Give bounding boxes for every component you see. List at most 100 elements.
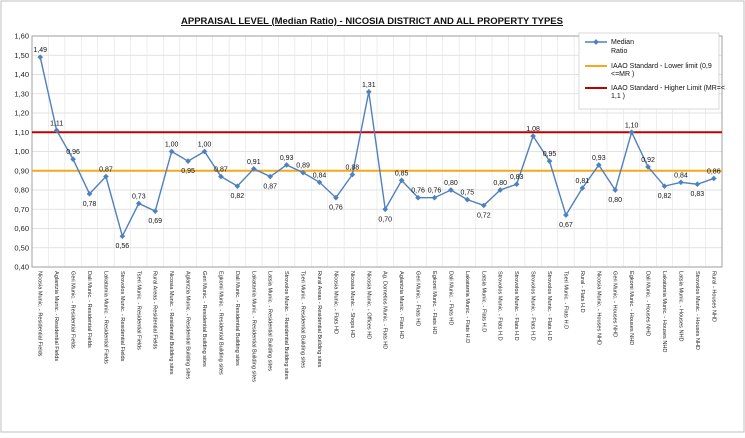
data-point [316, 179, 323, 186]
data-point [563, 212, 569, 218]
y-tick-label: 1,20 [14, 109, 29, 118]
data-label: 0,87 [263, 184, 277, 191]
x-tick-label: Lakatamia Munic. - Residential Fields [102, 271, 108, 364]
x-tick-label: Geri Munic. - Flats HD [415, 271, 421, 326]
data-point [661, 183, 668, 189]
data-point [168, 148, 175, 155]
data-point [678, 179, 684, 186]
x-tick-label: Strovolos Munic. - Flats H.D [497, 271, 503, 341]
data-label: 0,72 [477, 212, 491, 219]
x-tick-label: Strovolos Munic. - Flats H.D [513, 271, 519, 341]
x-tick-label: Lakatamia Munic. - Flats H.D [464, 271, 470, 343]
x-tick-label: Geri Munic. - Residential Building sites [201, 271, 207, 367]
series-line [39, 57, 715, 239]
data-point [119, 233, 126, 240]
data-point [333, 194, 339, 201]
x-tick-label: Dali Munic. - Residential Building sites [234, 271, 240, 366]
data-point [398, 177, 405, 184]
x-tick-label: Strovolos Munic. - Flats H.D [530, 271, 536, 341]
data-label: 0,86 [707, 168, 721, 175]
data-point [267, 173, 274, 180]
legend-label: <=MR ) [611, 71, 634, 78]
series-layer [37, 54, 717, 240]
data-label: 0,76 [411, 188, 425, 195]
data-point [86, 191, 93, 197]
legend-box [578, 32, 720, 110]
data-label: 0,88 [346, 165, 360, 172]
data-point [103, 173, 109, 180]
data-labels: 1,49 1,11 0,96 0,78 0,87 0,56 0,73 0,69 1,00 0,95… [33, 47, 720, 250]
x-tick-label: Rural Areas - Residential Fields [152, 271, 158, 350]
legend-label: IAAO Standard - Higher Limit (MR=< [611, 85, 725, 92]
x-tick-label: Aglantzia Munic. - Flats HD [398, 271, 404, 339]
x-tick-label: Dali Munic. - Flats HD [447, 271, 453, 325]
y-tick-label: 1,60 [14, 32, 29, 41]
data-label: 0,76 [329, 205, 343, 212]
data-label: 0,70 [378, 216, 392, 223]
x-tick-label: Lakatamia Munic. - Houses NHD [661, 271, 667, 352]
legend: Median Ratio IAAO Standard - Lower limit (… [578, 32, 725, 110]
legend-label: 1,1 ) [611, 93, 625, 100]
plot-area-border [31, 35, 723, 268]
data-point [283, 162, 290, 168]
data-point [349, 171, 356, 178]
data-label: 0,93 [592, 155, 606, 162]
x-tick-label: Geri Munic. - Residential Fields [70, 271, 76, 349]
x-tick-label: Rural - Flats H.D [579, 271, 585, 313]
x-tick-label: Egkomi Munic. - Flats HD [431, 271, 437, 334]
data-point [218, 173, 224, 180]
data-point [250, 165, 257, 172]
data-point [448, 187, 454, 193]
data-label: 0,87 [214, 167, 228, 174]
data-label: 0,84 [674, 172, 688, 179]
y-axis-ticks: 0,40 0,50 0,60 0,70 0,80 0,90 1,00 1,10 1,20 1,30… [14, 32, 29, 272]
y-tick-label: 0,40 [14, 263, 29, 272]
data-point [415, 194, 421, 201]
data-label: 0,96 [66, 149, 80, 156]
data-point [185, 158, 191, 164]
data-point [70, 156, 76, 163]
x-tick-label: Geri Munic. - Houses NHD [612, 271, 618, 337]
x-axis-ticks: Nicosia Munic. - Residential Fields Aglan… [37, 271, 717, 382]
data-label: 1,49 [33, 47, 47, 54]
data-label: 0,95 [543, 151, 557, 158]
x-tick-label: Latsia Munic. - Houses NHD [677, 271, 683, 342]
data-point [234, 183, 241, 189]
data-label: 0,83 [691, 191, 705, 198]
x-tick-label: Nicosia Munic. - Houses NHD [595, 271, 601, 345]
x-tick-label: Strovolos Munic. - Residential Fields [119, 271, 125, 362]
x-tick-label: Ag. Dometios Munic. - Flats HD [382, 271, 388, 349]
data-label: 1,31 [362, 82, 376, 89]
data-point [513, 181, 520, 188]
legend-swatch-marker [593, 39, 599, 45]
x-tick-label: Tseri Munic. - Flats H.D [562, 271, 568, 329]
data-label: 0,82 [658, 193, 672, 200]
data-label: 0,95 [181, 168, 195, 175]
data-label: 0,85 [395, 170, 409, 177]
data-point [628, 129, 635, 136]
y-tick-label: 0,80 [14, 186, 29, 195]
x-tick-label: Rural Areas - Residential Building sites [316, 271, 322, 368]
data-label: 1,11 [50, 120, 63, 127]
y-tick-label: 1,10 [14, 128, 29, 137]
x-tick-label: Egkomi Munic. - Residential Building sit… [217, 271, 223, 375]
data-label: 0,78 [83, 201, 97, 208]
data-label: 1,10 [625, 122, 639, 129]
data-label: 1,08 [526, 126, 540, 133]
x-tick-label: Tseri Munic. - Residential Building site… [300, 271, 306, 368]
y-tick-label: 1,40 [14, 70, 29, 79]
data-point [480, 202, 487, 209]
data-point [431, 194, 438, 201]
legend-label: IAAO Standard - Lower limit (0,9 [611, 63, 712, 70]
x-tick-label: Dali Munic. - Houses NHD [645, 271, 651, 336]
data-label: 0,80 [608, 197, 622, 204]
data-label: 0,80 [493, 180, 507, 187]
data-point [612, 187, 619, 193]
y-tick-label: 1,50 [14, 51, 29, 60]
data-label: 0,69 [148, 218, 162, 225]
x-tick-label: Nicosia Munic. - Residential Fields [37, 271, 43, 357]
data-label: 0,93 [280, 155, 294, 162]
data-point [201, 148, 208, 155]
